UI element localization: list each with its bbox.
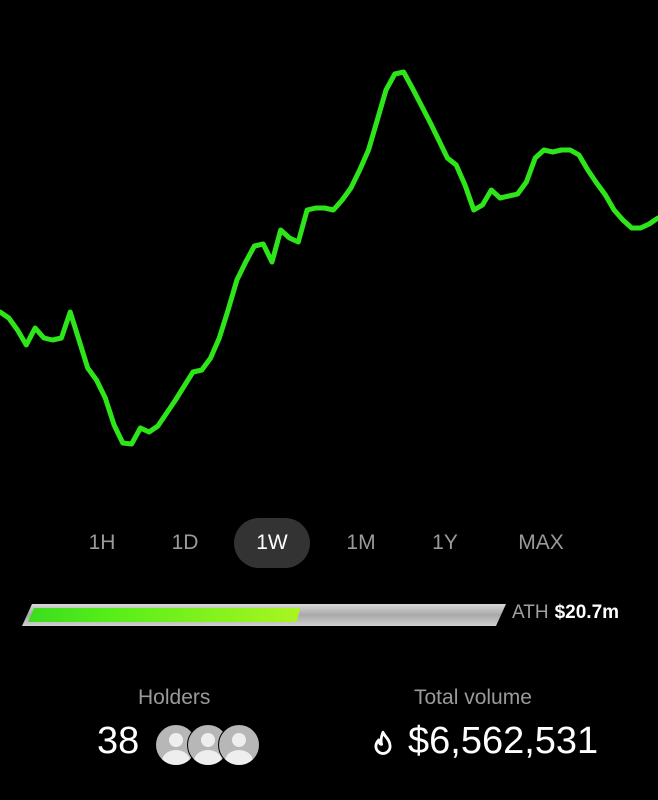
range-1w[interactable]: 1W [234, 518, 310, 568]
price-line [0, 69, 658, 447]
ath-info: ATH $20.7m [512, 602, 619, 624]
range-1y[interactable]: 1Y [432, 531, 458, 554]
range-max[interactable]: MAX [518, 531, 564, 554]
ath-progress-fill [28, 608, 300, 622]
avatar [218, 724, 260, 766]
volume-value: $6,562,531 [408, 720, 599, 762]
holders-label: Holders [138, 686, 211, 709]
ath-progress-bar [22, 604, 506, 626]
time-range-selector: 1H 1D 1W 1M 1Y MAX [0, 518, 658, 568]
holders-count: 38 [97, 720, 140, 762]
flame-icon [374, 730, 392, 755]
range-1h[interactable]: 1H [88, 531, 116, 554]
ath-label: ATH [512, 602, 549, 623]
price-chart[interactable] [0, 0, 658, 470]
range-1m[interactable]: 1M [346, 531, 376, 554]
ath-value: $20.7m [554, 602, 620, 623]
volume-label: Total volume [414, 686, 532, 709]
range-1d[interactable]: 1D [171, 531, 199, 554]
